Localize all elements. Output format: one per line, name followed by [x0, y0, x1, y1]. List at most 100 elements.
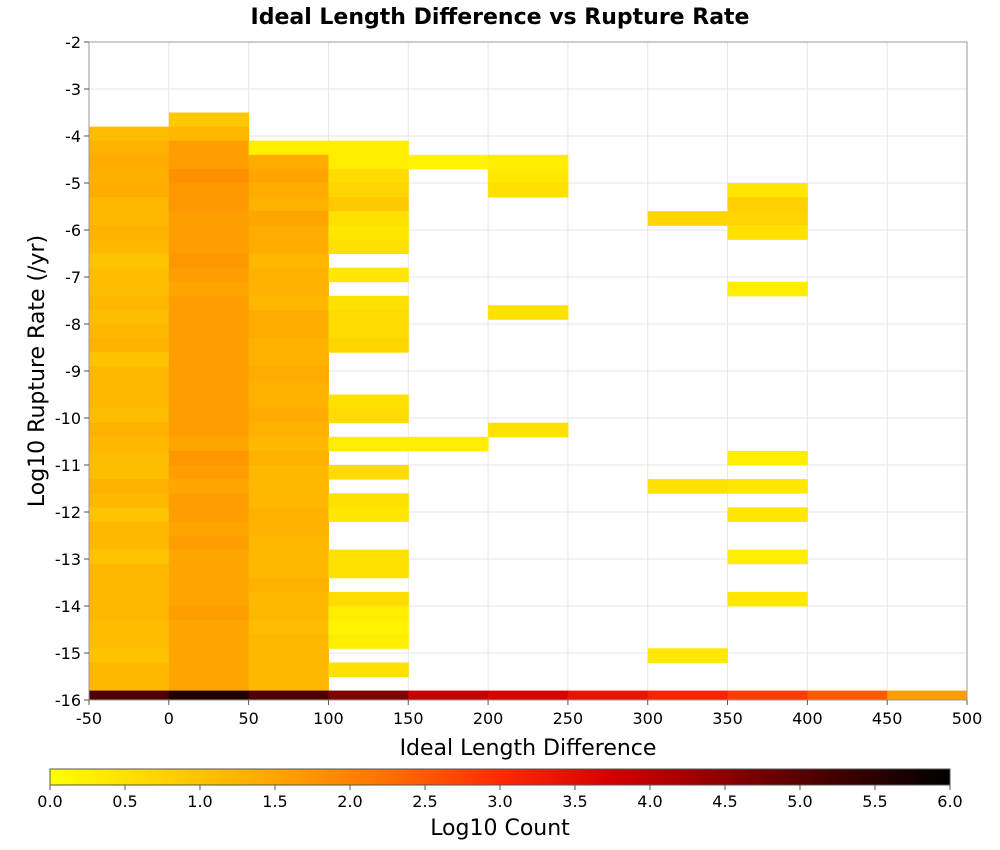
heatmap-cell: [89, 154, 170, 170]
heatmap-cell-bottom-row: [488, 690, 569, 700]
y-tick-label: -16: [55, 691, 81, 710]
heatmap-cell: [248, 281, 329, 297]
heatmap-cell: [328, 563, 409, 579]
heatmap-cell-bottom-row: [727, 690, 808, 700]
heatmap-cell: [168, 168, 250, 184]
heatmap-cell: [248, 183, 329, 198]
y-tick-label: -14: [55, 597, 81, 616]
heatmap-cell: [328, 465, 409, 480]
heatmap-cell: [248, 197, 329, 212]
heatmap-cell: [89, 140, 170, 156]
heatmap-cell: [248, 465, 329, 480]
heatmap-cell: [248, 591, 329, 607]
heatmap-cell: [328, 620, 409, 635]
heatmap-cell: [89, 338, 170, 353]
y-tick-label: -3: [65, 80, 81, 99]
heatmap-cell: [408, 154, 489, 170]
heatmap-cell: [168, 662, 250, 677]
heatmap-cell: [328, 591, 409, 607]
heatmap-cell: [248, 394, 329, 410]
heatmap-cell: [168, 634, 250, 649]
colorbar: [49, 768, 951, 786]
x-tick-label: 200: [473, 709, 504, 728]
heatmap-cell: [328, 662, 409, 677]
heatmap-cell: [248, 436, 329, 452]
colorbar-tick-label: 2.0: [337, 792, 362, 811]
heatmap-cell: [248, 634, 329, 649]
heatmap-cell: [168, 620, 250, 635]
heatmap-cell: [248, 493, 329, 508]
heatmap-cell: [89, 324, 170, 339]
heatmap-cell: [408, 436, 489, 452]
x-axis-label: Ideal Length Difference: [400, 736, 657, 761]
heatmap-cell: [328, 197, 409, 212]
heatmap-cell: [328, 295, 409, 311]
y-tick-label: -13: [55, 550, 81, 569]
heatmap-cell: [248, 267, 329, 283]
heatmap-cell: [89, 225, 170, 240]
heatmap-cell: [89, 450, 170, 466]
chart-title: Ideal Length Difference vs Rupture Rate: [251, 5, 750, 30]
colorbar-tick-label: 3.0: [487, 792, 512, 811]
heatmap-cell: [248, 648, 329, 663]
heatmap-cell: [328, 634, 409, 649]
colorbar-tick-label: 5.0: [787, 792, 812, 811]
heatmap-cell: [89, 507, 170, 522]
heatmap-cell: [89, 366, 170, 381]
heatmap-cell: [168, 577, 250, 593]
heatmap-cell-bottom-row: [248, 690, 329, 700]
heatmap-cell: [89, 380, 170, 395]
heatmap-cell: [248, 338, 329, 353]
y-tick-label: -8: [65, 315, 81, 334]
heatmap-cell-bottom-row: [408, 690, 489, 700]
heatmap-cell: [727, 450, 808, 466]
heatmap-cell: [727, 211, 808, 226]
heatmap-cell: [328, 267, 409, 283]
heatmap-cell: [168, 197, 250, 212]
heatmap-cell: [89, 183, 170, 198]
heatmap-cell: [727, 183, 808, 198]
heatmap-cell: [168, 408, 250, 424]
heatmap-cell: [168, 281, 250, 297]
heatmap-cell: [248, 450, 329, 466]
heatmap-cell: [89, 211, 170, 226]
heatmap-cell: [248, 606, 329, 621]
heatmap-cell: [248, 507, 329, 522]
heatmap-cell: [248, 309, 329, 325]
colorbar-tick-label: 0.0: [37, 792, 62, 811]
heatmap-cell: [328, 309, 409, 325]
heatmap-cell: [89, 634, 170, 649]
heatmap-cell: [89, 648, 170, 663]
colorbar-tick-label: 1.0: [187, 792, 212, 811]
heatmap-cell: [168, 507, 250, 522]
heatmap-cell-bottom-row: [168, 690, 250, 700]
y-tick-label: -11: [55, 456, 81, 475]
heatmap-cell: [248, 140, 329, 156]
heatmap-cell: [168, 563, 250, 579]
heatmap-cell: [328, 606, 409, 621]
heatmap-cell: [168, 591, 250, 607]
x-tick-label: 500: [952, 709, 983, 728]
heatmap-cell: [89, 394, 170, 410]
heatmap-cell: [89, 620, 170, 635]
heatmap-cell: [89, 352, 170, 367]
heatmap-cell: [328, 324, 409, 339]
heatmap-cell: [168, 352, 250, 367]
heatmap-cell: [89, 126, 170, 142]
heatmap-cell: [89, 479, 170, 494]
heatmap-cell: [248, 324, 329, 339]
heatmap-cell: [168, 450, 250, 466]
heatmap-cell: [328, 394, 409, 410]
heatmap-cell: [168, 211, 250, 226]
heatmap-cell: [89, 295, 170, 311]
heatmap-cell-bottom-row: [567, 690, 649, 700]
y-tick-label: -4: [65, 127, 81, 146]
heatmap-cell: [168, 521, 250, 536]
heatmap-cell: [727, 591, 808, 607]
heatmap-cell: [168, 436, 250, 452]
heatmap-cell: [248, 549, 329, 565]
heatmap-cell: [89, 436, 170, 452]
x-tick-label: 350: [712, 709, 743, 728]
heatmap-cell: [89, 676, 170, 692]
y-tick-label: -9: [65, 362, 81, 381]
